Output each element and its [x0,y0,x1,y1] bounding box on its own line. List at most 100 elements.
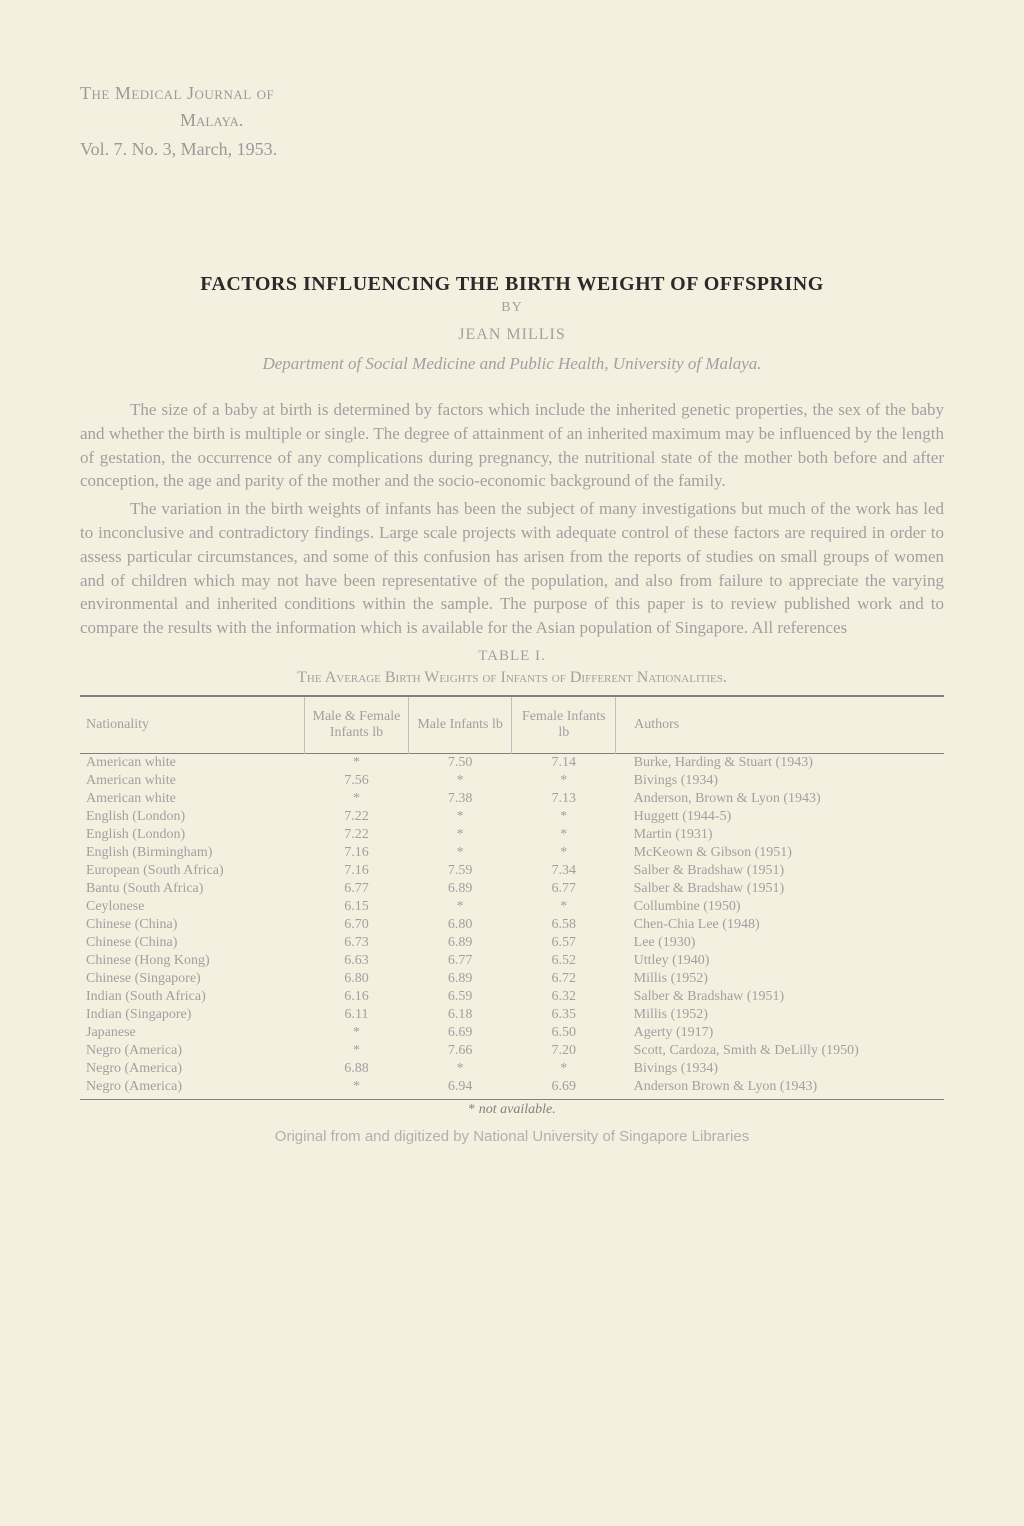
table-cell: * [408,826,512,844]
table-title: The Average Birth Weights of Infants of … [80,669,944,687]
table-cell: Martin (1931) [616,826,944,844]
table-row: Chinese (China)6.706.806.58Chen-Chia Lee… [80,916,944,934]
table-cell: Negro (America) [80,1060,305,1078]
table-cell: 6.32 [512,988,616,1006]
col-header: Male & Female Infants lb [305,696,409,754]
table-row: Chinese (Hong Kong)6.636.776.52Uttley (1… [80,952,944,970]
table-cell: Negro (America) [80,1078,305,1100]
table-cell: * [305,753,409,772]
table-cell: Chinese (Hong Kong) [80,952,305,970]
table-cell: Salber & Bradshaw (1951) [616,880,944,898]
table-cell: Agerty (1917) [616,1024,944,1042]
table-cell: American white [80,772,305,790]
table-cell: 6.88 [305,1060,409,1078]
journal-header: The Medical Journal of Malaya. Vol. 7. N… [80,80,944,163]
table-cell: * [305,1042,409,1060]
table-cell: 7.56 [305,772,409,790]
department: Department of Social Medicine and Public… [80,354,944,374]
table-cell: * [305,1024,409,1042]
table-cell: 6.77 [305,880,409,898]
table-cell: Chen-Chia Lee (1948) [616,916,944,934]
body-text: The size of a baby at birth is determine… [80,398,944,640]
table-cell: 6.52 [512,952,616,970]
table-cell: 6.15 [305,898,409,916]
table-cell: American white [80,753,305,772]
table-cell: * [408,844,512,862]
journal-name: The Medical Journal of [80,80,944,107]
footnote-marker: * [468,1102,475,1117]
table-row: Negro (America)*7.667.20Scott, Cardoza, … [80,1042,944,1060]
journal-place: Malaya. [180,107,944,134]
table-cell: English (London) [80,808,305,826]
table-row: American white7.56**Bivings (1934) [80,772,944,790]
table-cell: 6.57 [512,934,616,952]
data-table: Nationality Male & Female Infants lb Mal… [80,695,944,1100]
table-row: English (Birmingham)7.16**McKeown & Gibs… [80,844,944,862]
article-title: FACTORS INFLUENCING THE BIRTH WEIGHT OF … [80,273,944,296]
table-cell: Millis (1952) [616,970,944,988]
table-cell: Lee (1930) [616,934,944,952]
table-cell: * [305,1078,409,1100]
table-cell: 6.69 [408,1024,512,1042]
table-cell: English (Birmingham) [80,844,305,862]
table-cell: Burke, Harding & Stuart (1943) [616,753,944,772]
table-cell: Salber & Bradshaw (1951) [616,862,944,880]
table-cell: Ceylonese [80,898,305,916]
table-cell: Chinese (Singapore) [80,970,305,988]
table-cell: 6.73 [305,934,409,952]
table-cell: 6.89 [408,970,512,988]
table-cell: McKeown & Gibson (1951) [616,844,944,862]
table-cell: Indian (Singapore) [80,1006,305,1024]
table-cell: Bantu (South Africa) [80,880,305,898]
table-cell: Huggett (1944-5) [616,808,944,826]
col-header: Authors [616,696,944,754]
table-cell: 7.50 [408,753,512,772]
table-cell: 7.14 [512,753,616,772]
table-row: Chinese (China)6.736.896.57Lee (1930) [80,934,944,952]
table-cell: * [305,790,409,808]
table-row: Japanese*6.696.50Agerty (1917) [80,1024,944,1042]
table-cell: 6.50 [512,1024,616,1042]
table-row: Bantu (South Africa)6.776.896.77Salber &… [80,880,944,898]
table-cell: Millis (1952) [616,1006,944,1024]
paragraph: The variation in the birth weights of in… [80,497,944,640]
table-cell: 6.70 [305,916,409,934]
table-cell: 7.38 [408,790,512,808]
table-cell: * [512,808,616,826]
table-cell: Indian (South Africa) [80,988,305,1006]
table-cell: 7.66 [408,1042,512,1060]
table-cell: * [512,772,616,790]
table-cell: 7.22 [305,826,409,844]
table-cell: 6.18 [408,1006,512,1024]
col-header: Female Infants lb [512,696,616,754]
table-cell: 6.63 [305,952,409,970]
table-cell: 7.34 [512,862,616,880]
col-header: Male Infants lb [408,696,512,754]
table-cell: 7.59 [408,862,512,880]
col-header: Nationality [80,696,305,754]
table-cell: Negro (America) [80,1042,305,1060]
table-cell: 7.22 [305,808,409,826]
table-row: English (London)7.22**Huggett (1944-5) [80,808,944,826]
table-cell: 6.16 [305,988,409,1006]
table-cell: 6.77 [512,880,616,898]
table-header-row: Nationality Male & Female Infants lb Mal… [80,696,944,754]
table-cell: 7.13 [512,790,616,808]
byline: BY [80,300,944,316]
table-cell: 6.59 [408,988,512,1006]
table-row: American white*7.387.13Anderson, Brown &… [80,790,944,808]
table-cell: 6.89 [408,880,512,898]
author-name: JEAN MILLIS [80,326,944,344]
table-caption: TABLE I. [80,648,944,665]
table-cell: 6.11 [305,1006,409,1024]
table-cell: Salber & Bradshaw (1951) [616,988,944,1006]
table-cell: Japanese [80,1024,305,1042]
table-cell: Collumbine (1950) [616,898,944,916]
table-cell: * [512,898,616,916]
table-cell: * [512,1060,616,1078]
table-row: Indian (South Africa)6.166.596.32Salber … [80,988,944,1006]
table-cell: English (London) [80,826,305,844]
table-cell: 7.16 [305,862,409,880]
table-cell: 6.69 [512,1078,616,1100]
table-cell: 6.94 [408,1078,512,1100]
